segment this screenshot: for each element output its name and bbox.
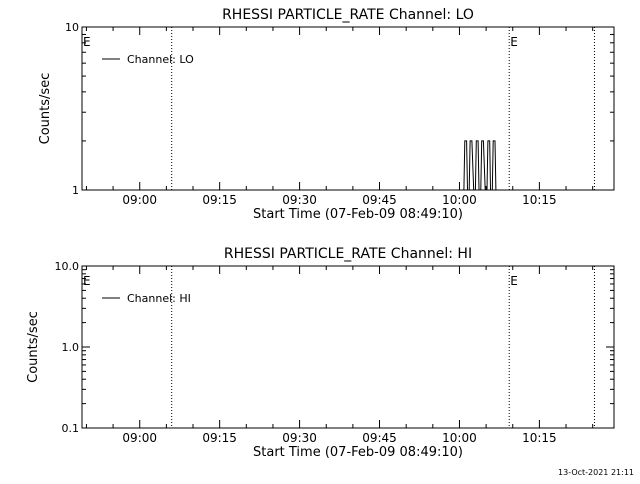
panel2-x-tick-label: 09:15 [202,431,237,445]
panel2-x-tick-label: 09:45 [362,431,397,445]
panel1-x-tick-label: 09:45 [362,193,397,207]
panel1-y-tick-label: 10 [65,21,79,34]
panel1-chart-title: RHESSI PARTICLE_RATE Channel: LO [222,7,474,23]
panel2-chart-title: RHESSI PARTICLE_RATE Channel: HI [224,246,472,262]
plot-timestamp: 13-Oct-2021 21:11 [558,468,634,477]
panel2-plot-frame [81,265,615,429]
panel1-legend-label: Channel: LO [127,53,194,66]
panel1-x-tick-label: 09:00 [122,193,157,207]
panel1-series-line-1 [462,140,499,191]
panel1-plot-frame [81,26,615,191]
panel2-event-marker: E [510,274,518,288]
panel1-x-axis-label: Start Time (07-Feb-09 08:49:10) [253,207,463,222]
panel2-y-tick-label: 10.0 [55,260,80,273]
panel1-event-marker: E [510,35,518,49]
panel2-x-tick-label: 10:15 [522,431,557,445]
panel1-x-tick-label: 09:15 [202,193,237,207]
panel2-y-tick-label: 0.1 [62,422,80,435]
panel1-x-tick-label: 10:00 [442,193,477,207]
panel1-event-marker: E [83,35,91,49]
panel2-x-tick-label: 09:30 [282,431,317,445]
panel1-x-tick-label: 09:30 [282,193,317,207]
panel2-x-tick-label: 10:00 [442,431,477,445]
panel2-event-marker: E [83,274,91,288]
panel1-y-tick-label: 1 [72,184,79,197]
panel1-y-axis-label: Counts/sec [38,73,53,145]
panel1-x-tick-label: 10:15 [522,193,557,207]
panel2-x-tick-label: 09:00 [122,431,157,445]
panel2-y-tick-label: 1.0 [62,341,80,354]
panel2-y-axis-label: Counts/sec [26,311,41,383]
panel2-legend-label: Channel: HI [127,292,191,305]
panel2-x-axis-label: Start Time (07-Feb-09 08:49:10) [253,445,463,460]
